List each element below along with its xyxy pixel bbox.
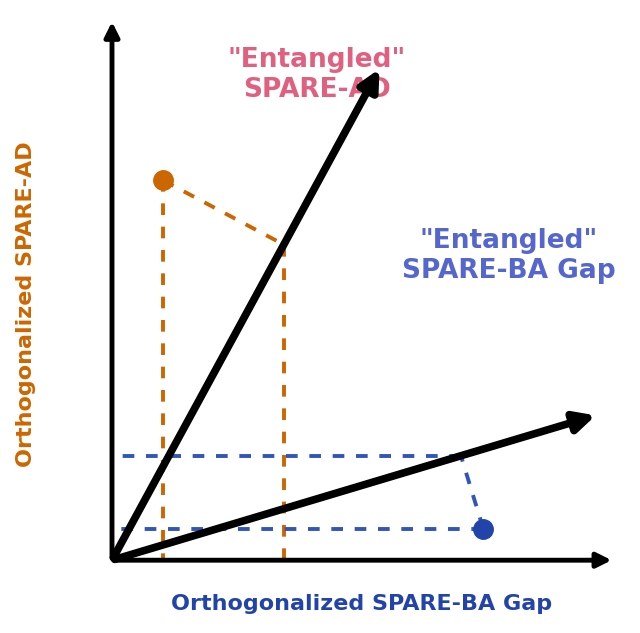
Text: "Entangled"
SPARE-BA Gap: "Entangled" SPARE-BA Gap (402, 228, 616, 284)
Text: "Entangled"
SPARE-AD: "Entangled" SPARE-AD (228, 47, 406, 103)
Text: Orthogonalized SPARE-BA Gap: Orthogonalized SPARE-BA Gap (171, 594, 552, 614)
Text: Orthogonalized SPARE-AD: Orthogonalized SPARE-AD (15, 141, 36, 467)
